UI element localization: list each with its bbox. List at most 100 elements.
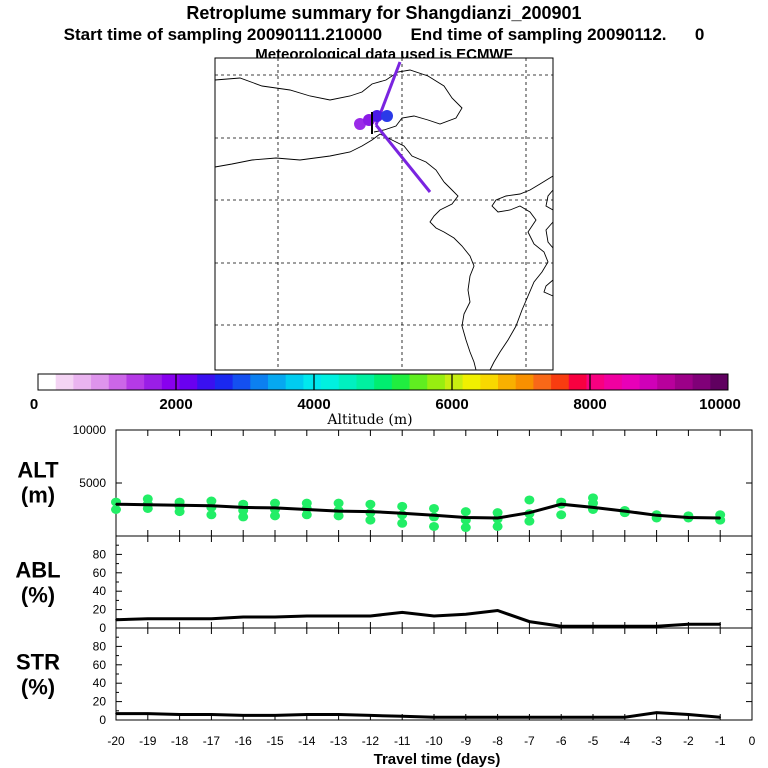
y-tick-label: 0 bbox=[99, 621, 106, 635]
panel-unit: (m) bbox=[21, 483, 55, 508]
x-tick-label: -18 bbox=[171, 734, 189, 748]
colorbar-swatch bbox=[533, 374, 552, 390]
colorbar-swatch bbox=[568, 374, 587, 390]
series-point bbox=[496, 517, 499, 519]
colorbar-swatch bbox=[639, 374, 658, 390]
plume-marker bbox=[371, 110, 383, 122]
x-tick-label: -9 bbox=[460, 734, 471, 748]
colorbar-swatch bbox=[444, 374, 464, 390]
colorbar-swatch bbox=[551, 374, 570, 390]
colorbar-swatch bbox=[38, 374, 57, 390]
chart-title: Retroplume summary for Shangdianzi_20090… bbox=[186, 3, 582, 23]
series-point bbox=[496, 609, 499, 612]
panel-label: STR bbox=[16, 649, 60, 674]
series-point bbox=[401, 715, 404, 718]
colorbar-frame bbox=[37, 373, 729, 391]
altitude-marker bbox=[270, 498, 280, 508]
altitude-marker bbox=[142, 494, 153, 504]
series-point bbox=[433, 716, 435, 719]
y-tick-label: 0 bbox=[99, 713, 106, 727]
series-point bbox=[592, 506, 594, 509]
altitude-marker bbox=[270, 511, 280, 521]
series-point bbox=[369, 714, 372, 717]
altitude-colorbar: 0 2000 4000 6000 8000 10000 bbox=[30, 373, 741, 413]
x-axis-label: Travel time (days) bbox=[374, 751, 501, 768]
series-point bbox=[306, 508, 308, 511]
y-tick-label: 20 bbox=[93, 695, 107, 709]
altitude-marker bbox=[111, 505, 121, 514]
series-point bbox=[115, 712, 117, 715]
series-point bbox=[274, 507, 276, 509]
colorbar-swatch bbox=[126, 374, 145, 390]
x-tick-label: -17 bbox=[203, 734, 221, 748]
series-point bbox=[147, 618, 149, 620]
altitude-marker bbox=[365, 515, 376, 525]
colorbar-swatch bbox=[409, 374, 428, 390]
y-tick-label: 10000 bbox=[73, 423, 107, 437]
altitude-marker bbox=[429, 503, 439, 513]
altitude-marker bbox=[301, 498, 312, 508]
series-point bbox=[178, 618, 181, 620]
altitude-marker bbox=[365, 499, 376, 509]
retroplume-map bbox=[214, 57, 554, 371]
colorbar-swatch bbox=[303, 374, 322, 390]
series-point bbox=[401, 611, 404, 614]
time-series-panels: 100005000ALT(m)806040200ABL(%)806040200S… bbox=[15, 423, 755, 748]
series-point bbox=[115, 503, 117, 506]
map-borders bbox=[214, 69, 554, 371]
map-frame bbox=[214, 57, 554, 371]
x-tick-label: -7 bbox=[524, 734, 535, 748]
series-point bbox=[242, 714, 244, 717]
series-point bbox=[115, 618, 117, 621]
series-point bbox=[242, 616, 244, 618]
series-point bbox=[306, 615, 308, 617]
sampling-times: Start time of sampling 20090111.210000 E… bbox=[63, 25, 705, 44]
x-tick-label: -12 bbox=[362, 734, 380, 748]
series-point bbox=[560, 625, 562, 627]
y-tick-label: 5000 bbox=[79, 476, 106, 490]
colorbar-swatch bbox=[498, 374, 517, 390]
series-point bbox=[528, 620, 531, 623]
altitude-marker bbox=[301, 510, 312, 520]
series-point bbox=[465, 613, 467, 615]
colorbar-swatch bbox=[108, 374, 127, 390]
altitude-marker bbox=[429, 521, 439, 531]
colorbar-title: Altitude (m) bbox=[326, 412, 412, 428]
x-tick-label: -10 bbox=[425, 734, 443, 748]
colorbar-swatch bbox=[144, 374, 163, 390]
colorbar-swatch bbox=[515, 374, 534, 390]
x-tick-label: -16 bbox=[235, 734, 253, 748]
colorbar-swatch bbox=[374, 374, 393, 390]
x-tick-label: 0 bbox=[749, 734, 756, 748]
panel-frame bbox=[115, 535, 753, 629]
altitude-marker bbox=[206, 510, 217, 520]
panel-abl: 80 60 40 20 0 ABL(%) bbox=[15, 535, 753, 635]
colorbar-swatch bbox=[232, 374, 251, 390]
colorbar-tick-label: 0 bbox=[30, 396, 38, 413]
series-line bbox=[116, 711, 721, 719]
series-point bbox=[624, 716, 626, 719]
colorbar-swatch bbox=[91, 374, 110, 390]
series-point bbox=[210, 504, 213, 507]
panel-label: ABL bbox=[15, 557, 60, 582]
series-point bbox=[719, 517, 721, 519]
altitude-marker bbox=[238, 512, 249, 522]
series-point bbox=[687, 623, 690, 626]
panel-unit: (%) bbox=[21, 674, 55, 699]
colorbar-swatch bbox=[462, 374, 481, 390]
series-point bbox=[274, 714, 276, 717]
series-point bbox=[433, 615, 435, 617]
colorbar-swatch bbox=[480, 374, 499, 390]
colorbar-swatch bbox=[657, 374, 676, 390]
colorbar-swatch bbox=[604, 374, 623, 390]
map-gridlines bbox=[215, 58, 553, 370]
series-point bbox=[719, 623, 721, 626]
panel-alt: 10000 5000 ALT(m) bbox=[17, 423, 753, 537]
altitude-marker bbox=[333, 498, 344, 508]
series-point bbox=[465, 716, 467, 719]
x-tick-label: -3 bbox=[651, 734, 662, 748]
altitude-marker bbox=[492, 521, 503, 531]
colorbar-swatch bbox=[179, 374, 198, 390]
altitude-marker bbox=[397, 501, 408, 511]
series-point bbox=[274, 616, 276, 618]
